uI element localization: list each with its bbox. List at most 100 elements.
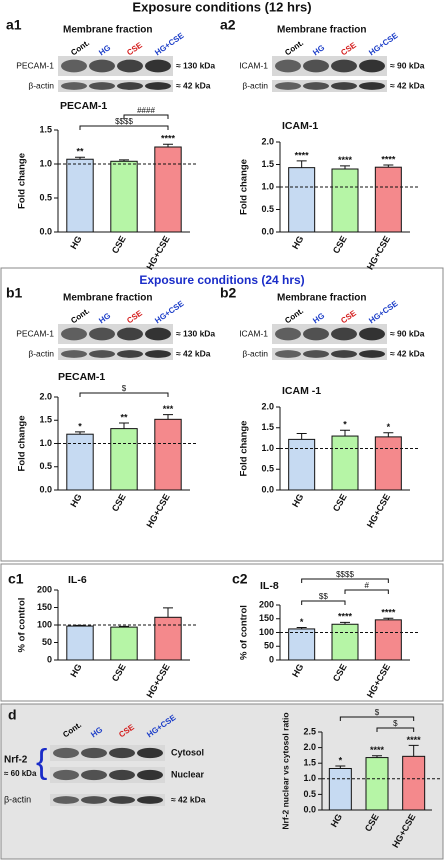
- blot-heading: Membrane fraction: [63, 293, 152, 304]
- blot-band: [53, 796, 79, 804]
- blot-strip: [272, 348, 387, 360]
- chart-title: PECAM-1: [60, 100, 107, 112]
- x-tick-label: CSE: [110, 492, 128, 513]
- y-tick-label: 50: [42, 637, 52, 647]
- blot-row-label: β-actin: [28, 80, 54, 90]
- blot-heading: Membrane fraction: [277, 293, 366, 304]
- blot-row-label: β-actin: [242, 348, 268, 358]
- bar: [66, 625, 94, 661]
- bar: [66, 433, 94, 491]
- error-bar: [372, 755, 382, 758]
- y-tick-label: 0.0: [39, 226, 52, 236]
- significance-label: *: [387, 422, 391, 432]
- y-tick-label: 0.5: [261, 464, 274, 474]
- blot-row-label: β-actin: [4, 794, 31, 804]
- lane-label: Cont.: [283, 306, 305, 325]
- blot-band: [359, 82, 385, 90]
- band-label: Nuclear: [171, 769, 205, 779]
- blot-band: [109, 747, 135, 759]
- blot-band: [89, 350, 115, 358]
- comparison-bracket: [339, 716, 415, 721]
- blot-band: [331, 82, 357, 90]
- panel-label: d: [8, 707, 17, 723]
- error-bar: [119, 159, 129, 162]
- blot-band: [81, 769, 107, 781]
- blot-strip: [50, 745, 165, 761]
- bar: [288, 628, 316, 661]
- error-bar: [75, 431, 85, 435]
- blot-band: [117, 350, 143, 358]
- blot-size-label: ≈ 90 kDa: [390, 60, 425, 70]
- blot-band: [303, 350, 329, 358]
- blot-row-label: β-actin: [242, 80, 268, 90]
- comparison-label: $$: [319, 592, 328, 601]
- error-bar: [408, 744, 419, 757]
- y-tick-label: 1.5: [39, 415, 52, 425]
- blot-strip: [58, 348, 173, 360]
- y-tick-label: 1.5: [261, 159, 274, 169]
- error-bar: [335, 765, 346, 769]
- error-bar: [119, 625, 129, 628]
- y-axis-label: Nrf-2 nuclear vs cytosol ratio: [280, 712, 290, 829]
- comparison-label: $: [122, 384, 127, 393]
- significance-label: ***: [163, 404, 174, 414]
- blot-band: [81, 796, 107, 804]
- blot-band: [137, 796, 163, 804]
- blot-heading: Membrane fraction: [277, 25, 366, 36]
- blot-band: [89, 59, 115, 73]
- y-tick-label: 2.0: [261, 136, 274, 146]
- blot-size-label: ≈ 42 kDa: [176, 80, 211, 90]
- blot-size-label: ≈ 130 kDa: [176, 60, 215, 70]
- lane-label: HG: [311, 311, 326, 325]
- y-tick-label: 2.0: [261, 401, 274, 411]
- significance-label: ****: [370, 745, 385, 755]
- bar: [154, 616, 182, 661]
- x-tick-label: HG+CSE: [365, 234, 392, 271]
- bar: [331, 435, 359, 491]
- blot-band: [331, 327, 357, 341]
- error-bar: [383, 164, 394, 168]
- error-bar: [296, 433, 307, 440]
- bar: [331, 168, 359, 233]
- panel-label: b1: [6, 285, 23, 301]
- error-bar: [340, 621, 350, 625]
- bar: [110, 160, 138, 233]
- bar: [154, 146, 182, 233]
- lane-label: HG+CSE: [367, 299, 400, 326]
- comparison-bracket: [79, 125, 169, 130]
- blot-band: [303, 59, 329, 73]
- blot-band: [53, 769, 79, 781]
- bar: [374, 436, 402, 491]
- y-tick-label: 0.5: [261, 204, 274, 214]
- blot-band: [89, 327, 115, 341]
- error-bar: [296, 627, 307, 629]
- y-axis-label: Fold change: [239, 159, 250, 215]
- blot-band: [303, 327, 329, 341]
- y-tick-label: 150: [37, 602, 52, 612]
- significance-label: ****: [338, 155, 353, 165]
- chart-title: IL-8: [260, 580, 279, 592]
- y-axis-label: % of control: [17, 598, 28, 653]
- blot-band: [61, 59, 87, 73]
- section-box: [0, 563, 444, 702]
- blot-band: [137, 769, 163, 781]
- comparison-label: $$$$: [336, 570, 354, 579]
- y-tick-label: 0: [269, 654, 274, 664]
- significance-label: ****: [381, 608, 396, 618]
- y-tick-label: 1.0: [261, 181, 274, 191]
- blot-band: [359, 59, 385, 73]
- significance-label: *: [339, 755, 343, 765]
- error-bar: [383, 617, 394, 620]
- x-tick-label: HG+CSE: [144, 234, 171, 271]
- error-bar: [163, 414, 173, 420]
- significance-label: **: [76, 147, 84, 157]
- comparison-label: ####: [137, 106, 155, 115]
- lane-label: HG+CSE: [153, 31, 186, 58]
- blot-band: [275, 82, 301, 90]
- x-tick-label: CSE: [331, 234, 349, 255]
- blot-size-label: ≈ 42 kDa: [390, 348, 425, 358]
- bar: [66, 158, 94, 233]
- x-tick-label: CSE: [110, 234, 128, 255]
- y-tick-label: 1.0: [303, 773, 316, 783]
